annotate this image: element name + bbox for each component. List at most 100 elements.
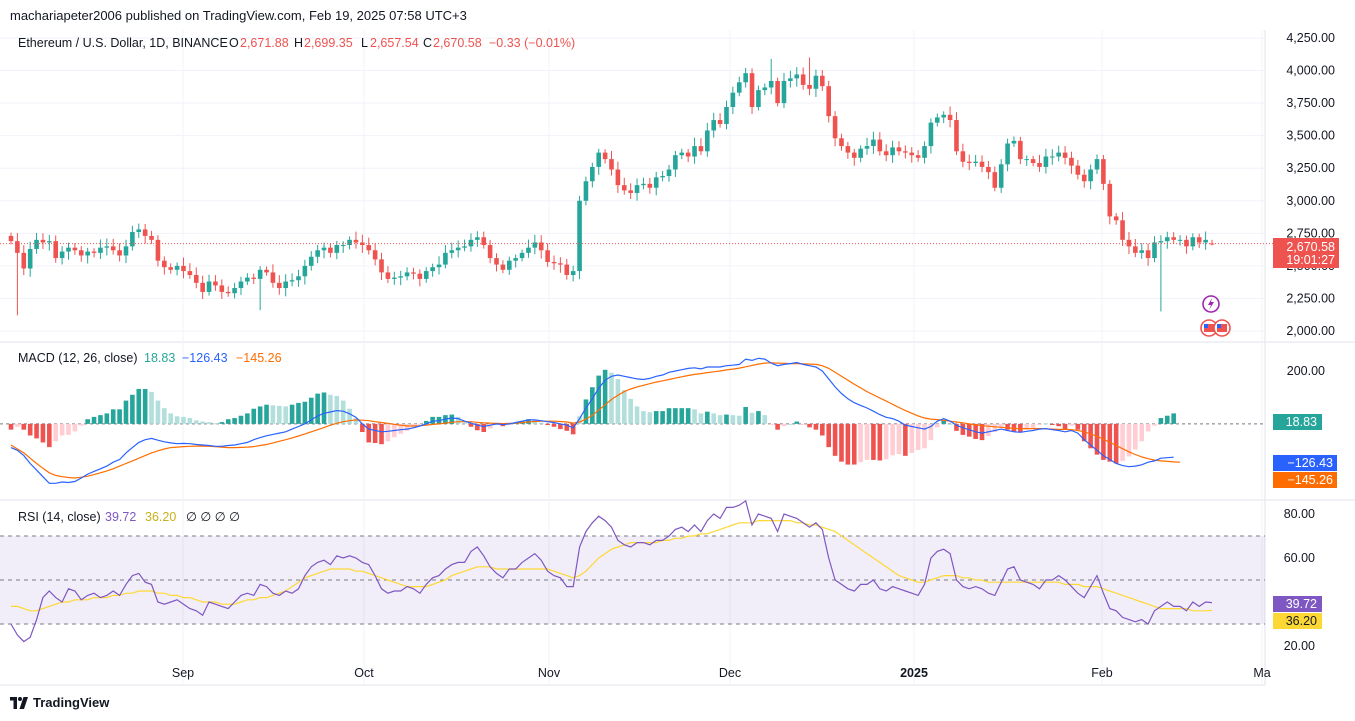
macd-histogram-bar bbox=[615, 379, 621, 424]
candle-body bbox=[1056, 152, 1061, 157]
candle-body bbox=[960, 151, 966, 162]
macd-histogram-bar bbox=[417, 423, 423, 425]
macd-histogram-bar bbox=[762, 415, 768, 424]
candle-body bbox=[800, 74, 806, 85]
macd-histogram-bar bbox=[634, 406, 640, 424]
macd-histogram-bar bbox=[270, 405, 276, 424]
macd-histogram-bar bbox=[941, 419, 946, 424]
candle-body bbox=[283, 281, 288, 289]
candle-body bbox=[391, 277, 397, 279]
candle-body bbox=[513, 258, 518, 261]
candle-body bbox=[91, 251, 97, 253]
macd-histogram-bar bbox=[979, 423, 985, 441]
macd-line-tag-value: −126.43 bbox=[1287, 456, 1333, 470]
axes-layer: 4,250.00 4,000.00 3,750.00 3,500.00 3,250.00… bbox=[172, 31, 1335, 680]
candle-body bbox=[1139, 250, 1145, 253]
candle-body bbox=[1126, 239, 1132, 247]
macd-histogram-bar bbox=[423, 420, 429, 424]
tradingview-brand: TradingView bbox=[33, 695, 110, 710]
candle-body bbox=[398, 276, 403, 278]
candle-body bbox=[903, 151, 908, 153]
price-tick-label: 3,750.00 bbox=[1286, 96, 1335, 110]
macd-histogram-bar bbox=[162, 408, 167, 424]
candle-body bbox=[660, 176, 665, 178]
macd-histogram-bar bbox=[730, 415, 736, 424]
candle-body bbox=[890, 147, 895, 156]
candle-body bbox=[66, 247, 71, 252]
candle-body bbox=[998, 164, 1004, 188]
macd-histogram-bar bbox=[883, 423, 889, 460]
macd-histogram-bar bbox=[711, 413, 717, 424]
candle-body bbox=[781, 80, 787, 104]
last-price-tag: 2,670.58 19:01:27 bbox=[1273, 238, 1339, 268]
us-flag-event-icon-2[interactable] bbox=[1213, 319, 1231, 337]
macd-histogram-bar bbox=[245, 413, 250, 424]
macd-histogram-bar bbox=[909, 423, 915, 453]
macd-histogram-bar bbox=[238, 415, 244, 424]
macd-histogram-bar bbox=[72, 423, 78, 432]
macd-histogram-bar bbox=[289, 404, 295, 424]
macd-histogram-bar bbox=[986, 423, 991, 437]
candle-body bbox=[1133, 246, 1138, 253]
macd-histogram-bar bbox=[724, 414, 729, 424]
candle-body bbox=[481, 237, 487, 246]
candle-body bbox=[570, 271, 576, 276]
macd-histogram-bar bbox=[992, 423, 998, 432]
price-tick-label: 4,250.00 bbox=[1286, 31, 1335, 45]
candle-body bbox=[973, 161, 978, 164]
candle-body bbox=[34, 239, 39, 249]
macd-histogram-bar bbox=[251, 408, 257, 424]
macd-line bbox=[10, 357, 1174, 484]
candle-body bbox=[142, 229, 148, 236]
tradingview-logo[interactable]: TradingView bbox=[10, 695, 109, 710]
candle-body bbox=[915, 155, 921, 158]
legend-change: −0.33 (−0.01%) bbox=[489, 36, 575, 50]
macd-histogram-bar bbox=[149, 391, 154, 424]
macd-pane bbox=[0, 357, 1265, 484]
macd-histogram-bar bbox=[1075, 423, 1081, 430]
candle-body bbox=[1196, 237, 1202, 243]
candle-body bbox=[928, 122, 934, 147]
candle-body bbox=[1043, 156, 1049, 167]
candle-body bbox=[110, 246, 116, 251]
candle-body bbox=[8, 235, 14, 242]
rsi-legend-title[interactable]: RSI (14, close) bbox=[18, 510, 101, 524]
macd-histogram-bar bbox=[379, 423, 384, 445]
candle-body bbox=[366, 245, 372, 251]
candle-body bbox=[1069, 157, 1074, 166]
candle-body bbox=[1101, 159, 1106, 184]
rsi-ma-tag: 36.20 bbox=[1273, 613, 1322, 629]
candle-body bbox=[1024, 159, 1030, 161]
price-tick-label: 3,500.00 bbox=[1286, 129, 1335, 143]
candle-body bbox=[775, 80, 780, 104]
candle-body bbox=[545, 250, 550, 262]
candle-body bbox=[1107, 183, 1113, 217]
macd-histogram-bar bbox=[1043, 423, 1049, 425]
macd-histogram-bar bbox=[34, 423, 39, 439]
macd-histogram-bar bbox=[551, 423, 557, 427]
macd-legend-title[interactable]: MACD (12, 26, close) bbox=[18, 351, 137, 365]
macd-histogram-bar bbox=[800, 423, 806, 426]
macd-histogram-bar bbox=[40, 423, 46, 443]
candle-body bbox=[813, 75, 819, 89]
macd-histogram-bar bbox=[91, 416, 97, 424]
macd-hist-tag-value: 18.83 bbox=[1286, 415, 1317, 429]
macd-histogram-bar bbox=[155, 400, 161, 424]
macd-histogram-bar bbox=[462, 422, 467, 424]
candle-body bbox=[206, 281, 212, 292]
macd-histogram-bar bbox=[315, 393, 320, 424]
candle-body bbox=[200, 282, 205, 292]
legend-close-label: C bbox=[423, 36, 432, 50]
time-tick-label: Sep bbox=[172, 666, 194, 680]
grid-layer bbox=[0, 30, 1355, 686]
macd-histogram-bar bbox=[142, 388, 148, 424]
macd-histogram-bar bbox=[1081, 423, 1087, 442]
lightning-icon[interactable] bbox=[1202, 295, 1220, 313]
candle-body bbox=[1120, 220, 1125, 240]
macd-histogram-bar bbox=[1101, 423, 1106, 460]
price-tick-label: 3,250.00 bbox=[1286, 161, 1335, 175]
macd-histogram-bar bbox=[302, 401, 308, 424]
candle-body bbox=[954, 120, 959, 152]
legend-symbol[interactable]: Ethereum / U.S. Dollar, 1D, BINANCE bbox=[18, 36, 228, 50]
